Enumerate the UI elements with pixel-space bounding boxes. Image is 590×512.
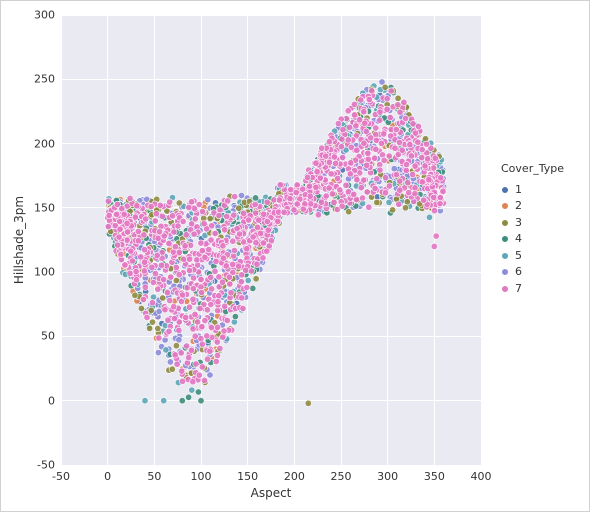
x-tick-label: 0 bbox=[104, 471, 111, 482]
legend-swatch-icon bbox=[501, 219, 509, 227]
legend-swatch-icon bbox=[501, 235, 509, 243]
y-tick-label: 100 bbox=[34, 267, 55, 278]
y-tick-label: 200 bbox=[34, 138, 55, 149]
y-tick-label: 0 bbox=[48, 395, 55, 406]
legend-item-label: 1 bbox=[515, 182, 522, 199]
y-tick-label: 250 bbox=[34, 74, 55, 85]
y-axis-title: Hillshade_3pm bbox=[13, 196, 25, 284]
x-tick-label: -50 bbox=[52, 471, 70, 482]
legend-item-label: 7 bbox=[515, 281, 522, 298]
x-tick-label: 400 bbox=[471, 471, 492, 482]
legend-item: 5 bbox=[501, 248, 564, 265]
legend-swatch-icon bbox=[501, 252, 509, 260]
x-axis-title: Aspect bbox=[251, 487, 292, 499]
y-tick-label: -50 bbox=[37, 460, 55, 471]
legend-item: 3 bbox=[501, 215, 564, 232]
x-tick-label: 300 bbox=[377, 471, 398, 482]
legend-swatch-icon bbox=[501, 202, 509, 210]
y-tick-label: 50 bbox=[41, 331, 55, 342]
x-tick-label: 150 bbox=[237, 471, 258, 482]
legend-item-label: 6 bbox=[515, 264, 522, 281]
x-tick-label: 50 bbox=[147, 471, 161, 482]
y-tick-label: 150 bbox=[34, 202, 55, 213]
scatter-axes bbox=[61, 15, 481, 465]
legend-item-label: 3 bbox=[515, 215, 522, 232]
legend-swatch-icon bbox=[501, 186, 509, 194]
legend-swatch-icon bbox=[501, 268, 509, 276]
x-tick-label: 250 bbox=[331, 471, 352, 482]
legend-item-label: 4 bbox=[515, 231, 522, 248]
legend-item: 2 bbox=[501, 198, 564, 215]
legend-item: 1 bbox=[501, 182, 564, 199]
x-tick-label: 350 bbox=[424, 471, 445, 482]
x-tick-label: 100 bbox=[191, 471, 212, 482]
legend-item: 4 bbox=[501, 231, 564, 248]
legend: Cover_Type 1234567 bbox=[501, 161, 564, 297]
scatter-points-layer bbox=[61, 15, 481, 465]
y-tick-label: 300 bbox=[34, 10, 55, 21]
legend-item: 7 bbox=[501, 281, 564, 298]
legend-item-label: 5 bbox=[515, 248, 522, 265]
legend-item-label: 2 bbox=[515, 198, 522, 215]
legend-swatch-icon bbox=[501, 285, 509, 293]
x-tick-label: 200 bbox=[284, 471, 305, 482]
legend-title: Cover_Type bbox=[501, 161, 564, 178]
figure: -50 0 50 100 150 200 250 300 350 400 -50 0 50 100 150 2… bbox=[0, 0, 590, 512]
legend-item: 6 bbox=[501, 264, 564, 281]
